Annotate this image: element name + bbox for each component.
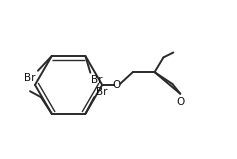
Text: O: O (176, 97, 184, 107)
Text: Br: Br (96, 87, 108, 97)
Text: Br: Br (91, 75, 103, 85)
Text: O: O (112, 80, 120, 90)
Text: Br: Br (24, 73, 36, 83)
